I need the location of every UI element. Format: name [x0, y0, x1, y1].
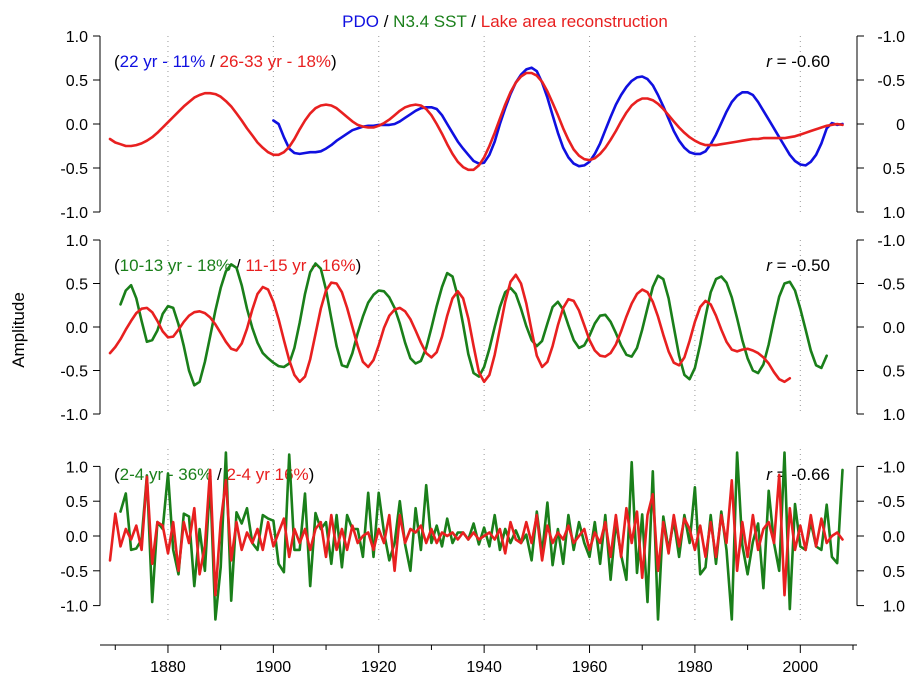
- left-tick-label: -0.5: [60, 161, 88, 178]
- left-tick-label: 0.5: [66, 494, 88, 511]
- left-tick-label: 1.0: [66, 29, 88, 46]
- correlation-symbol: r: [766, 52, 773, 71]
- panels-group: 1.0 -1.0 0.5 -0.5 0.0 0 -0.5 0.5 -1.0 1.0 (22 yr -…: [60, 29, 905, 623]
- left-tick-label: 1.0: [66, 233, 88, 250]
- correlation-value: = -0.50: [772, 256, 830, 275]
- right-tick-label: 0.0: [883, 529, 905, 546]
- left-tick-label: -1.0: [60, 407, 88, 424]
- annotation-part: 10-13 yr - 18%: [120, 256, 232, 275]
- series-line-lake-area-reconstruction: [108, 468, 844, 597]
- annotation-part: ): [356, 256, 362, 275]
- panel-annotation: (22 yr - 11% / 26-33 yr - 18%): [114, 52, 337, 71]
- x-axis: 1880 1900 1920 1940 1960 1980 2000: [100, 644, 857, 676]
- left-tick-label: 0.0: [66, 117, 88, 134]
- x-tick-label: 2000: [783, 659, 819, 676]
- annotation-part: 2-4 yr - 36%: [120, 465, 213, 484]
- annotation-part: ): [309, 465, 315, 484]
- right-tick-label: 0.5: [883, 364, 905, 381]
- title-part-sst: N3.4 SST: [393, 12, 466, 31]
- x-tick-label: 1880: [150, 659, 186, 676]
- title-part-sep1: /: [379, 12, 393, 31]
- panel-annotation: (2-4 yr - 36% / 2-4 yr 16%): [114, 465, 314, 484]
- x-tick-label: 1920: [361, 659, 397, 676]
- right-tick-label: -1.0: [877, 459, 905, 476]
- correlation-symbol: r: [766, 256, 773, 275]
- correlation-label: r = -0.60: [766, 52, 830, 71]
- right-tick-label: -1.0: [877, 29, 905, 46]
- panel-annotation: (10-13 yr - 18% / 11-15 yr - 16%): [114, 256, 361, 275]
- x-tick-label: 1940: [466, 659, 502, 676]
- title-part-sep2: /: [467, 12, 481, 31]
- right-tick-label: -1.0: [877, 233, 905, 250]
- right-tick-label: -0.5: [877, 277, 905, 294]
- panel-interannual-decadal: 1.0 -1.0 0.5 -0.5 0.0 0.0 -0.5 0.5 -1.0 1.0 (10-13…: [60, 233, 905, 424]
- right-tick-label: 0.0: [883, 320, 905, 337]
- series-line-pdo: [272, 66, 844, 168]
- annotation-part: 11-15 yr - 16%: [245, 256, 355, 275]
- left-tick-label: 1.0: [66, 459, 88, 476]
- x-tick-label: 1900: [256, 659, 292, 676]
- correlation-label: r = -0.66: [766, 465, 830, 484]
- annotation-part: ): [331, 52, 337, 71]
- series-line-lake-area-reconstruction: [108, 71, 844, 172]
- left-tick-label: -0.5: [60, 564, 88, 581]
- annotation-part: 26-33 yr - 18%: [220, 52, 332, 71]
- x-tick-label: 1960: [572, 659, 608, 676]
- series-line-n3-4-sst: [119, 262, 829, 387]
- annotation-part: (: [114, 256, 120, 275]
- left-tick-label: 0.5: [66, 277, 88, 294]
- right-tick-label: 0.5: [883, 161, 905, 178]
- annotation-part: 2-4 yr 16%: [226, 465, 308, 484]
- correlation-value: = -0.60: [772, 52, 830, 71]
- x-tick-label: 1980: [677, 659, 713, 676]
- right-tick-label: -0.5: [877, 494, 905, 511]
- left-tick-label: -1.0: [60, 205, 88, 222]
- annotation-part: (: [114, 52, 120, 71]
- right-tick-label: -0.5: [877, 73, 905, 90]
- title-part-lake: Lake area reconstruction: [481, 12, 668, 31]
- left-tick-label: 0.0: [66, 529, 88, 546]
- panel-pdo-decadal: 1.0 -1.0 0.5 -0.5 0.0 0 -0.5 0.5 -1.0 1.0 (22 yr -…: [60, 29, 905, 222]
- title-part-pdo: PDO: [342, 12, 379, 31]
- series-line-lake-area-reconstruction: [108, 273, 792, 384]
- left-tick-label: 0.0: [66, 320, 88, 337]
- correlation-label: r = -0.50: [766, 256, 830, 275]
- right-tick-label: 0: [896, 117, 905, 134]
- left-tick-label: 0.5: [66, 73, 88, 90]
- annotation-part: (: [114, 465, 120, 484]
- right-tick-label: 1.0: [883, 407, 905, 424]
- annotation-part: /: [212, 465, 226, 484]
- left-tick-label: -1.0: [60, 599, 88, 616]
- right-tick-label: 1.0: [883, 205, 905, 222]
- left-tick-label: -0.5: [60, 364, 88, 381]
- chart-title: PDO / N3.4 SST / Lake area reconstructio…: [342, 12, 668, 31]
- right-tick-label: 0.5: [883, 564, 905, 581]
- annotation-part: /: [205, 52, 219, 71]
- annotation-part: /: [231, 256, 245, 275]
- correlation-symbol: r: [766, 465, 773, 484]
- y-axis-label: Amplitude: [9, 292, 28, 368]
- annotation-part: 22 yr - 11%: [120, 52, 206, 71]
- right-tick-label: 1.0: [883, 599, 905, 616]
- panel-interannual-2-4yr: 1.0 -1.0 0.5 -0.5 0.0 0.0 -0.5 0.5 -1.0 1.0 (2-4 y…: [60, 449, 905, 623]
